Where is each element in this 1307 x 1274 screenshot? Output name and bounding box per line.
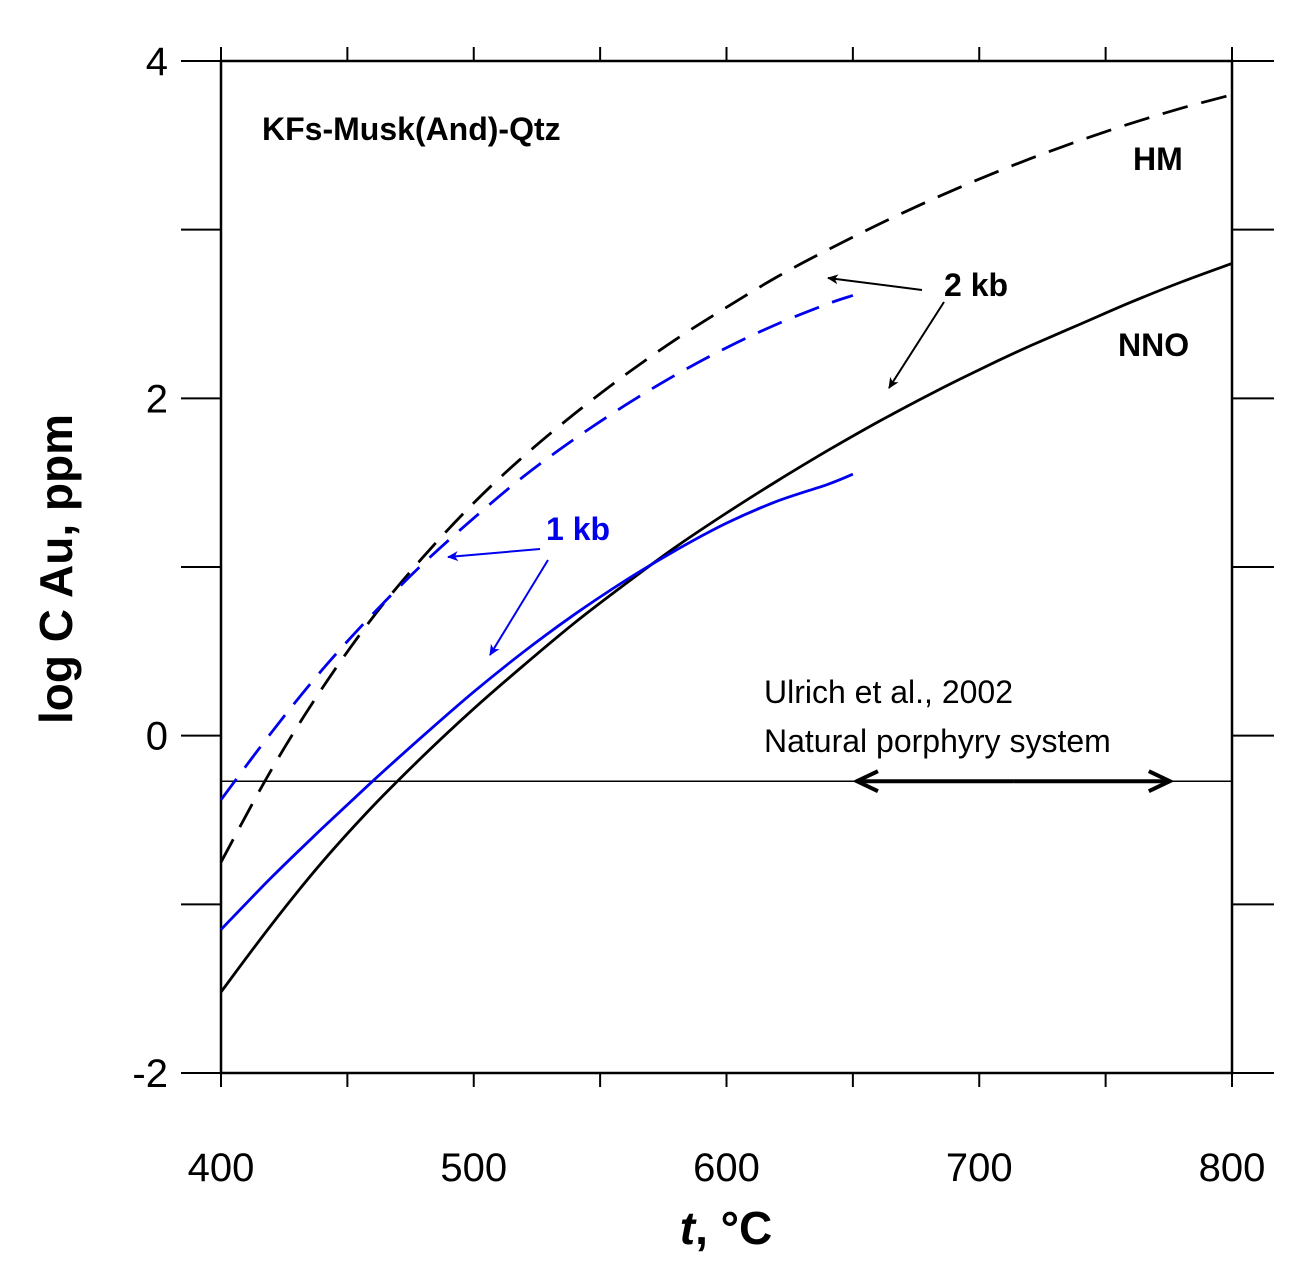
x-tick-label: 400: [188, 1146, 255, 1190]
plot-frame: [219, 59, 1234, 1075]
x-tick-label: 700: [946, 1146, 1013, 1190]
reference-text-line2: Natural porphyry system: [764, 723, 1111, 759]
nno-label: NNO: [1118, 327, 1189, 363]
x-tick-label: 600: [693, 1146, 760, 1190]
one-kb-label: 1 kb: [546, 511, 610, 547]
y-tick-label: 2: [146, 377, 168, 421]
y-tick-label: 0: [146, 715, 168, 759]
y-tick-label: 4: [146, 40, 168, 84]
x-tick-label: 800: [1199, 1146, 1266, 1190]
one-kb-arrow-to-nno: [489, 559, 549, 656]
series-layer: [219, 93, 1233, 993]
one-kb-arrow-to-hm: [447, 548, 541, 562]
chart-title: KFs-Musk(And)-Qtz: [262, 111, 561, 147]
two-kb-label: 2 kb: [944, 267, 1008, 303]
two-kb-arrow-to-nno: [888, 301, 945, 389]
series-line-nno-1-kb: [219, 472, 854, 931]
x-tick-label: 500: [440, 1146, 507, 1190]
series-line-hm-2-kb: [219, 93, 1233, 863]
hm-label: HM: [1133, 141, 1183, 177]
x-axis-unit: , °C: [695, 1202, 772, 1254]
series-line-nno-2-kb: [219, 262, 1233, 993]
axis-frame-layer: 400 500 600 700 800 -2 0 2 4: [132, 40, 1274, 1190]
two-kb-arrow-to-hm: [827, 274, 923, 291]
reference-text-line1: Ulrich et al., 2002: [764, 674, 1013, 710]
y-tick-label: -2: [132, 1052, 168, 1096]
x-axis-title: t, °C: [680, 1202, 773, 1254]
x-axis-variable: t: [680, 1202, 697, 1254]
y-axis-title: log C Au, ppm: [30, 414, 82, 724]
series-line-hm-1-kb: [219, 294, 854, 801]
